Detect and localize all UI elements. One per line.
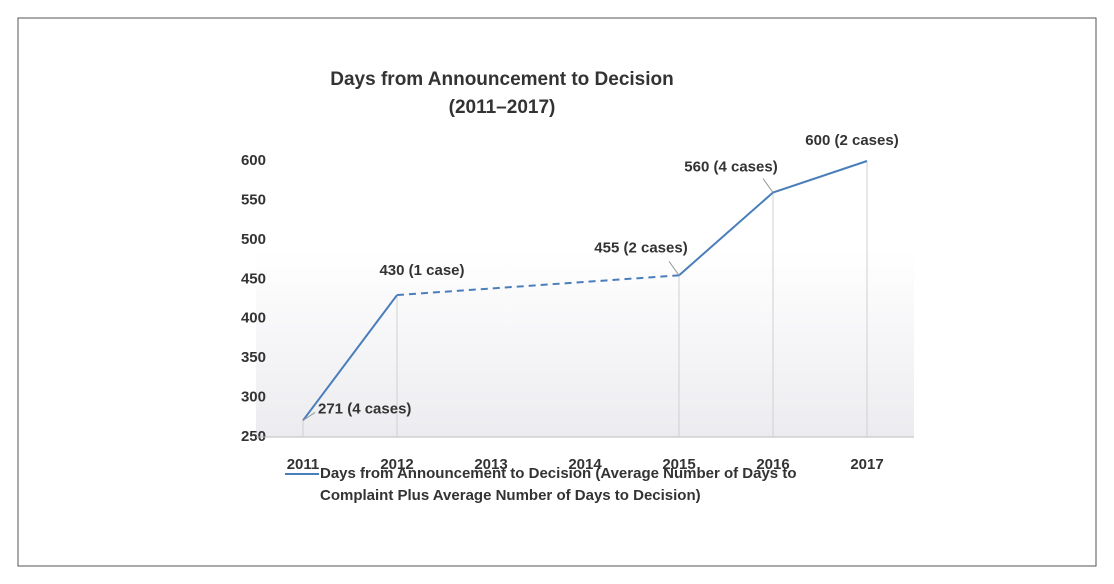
y-tick-label: 350 [241,349,266,366]
label-leader [302,412,316,421]
chart-title: Days from Announcement to Decision [330,69,673,90]
x-tick-label: 2017 [850,456,883,473]
chart-title: (2011–2017) [449,97,556,118]
label-leader [668,261,680,276]
data-label: 430 (1 case) [379,262,464,279]
data-label: 600 (2 cases) [805,132,898,149]
x-tick-label: 2012 [380,456,413,473]
y-tick-label: 400 [241,310,266,327]
y-tick-label: 550 [241,191,266,208]
y-tick-label: 450 [241,270,266,287]
x-tick-label: 2014 [568,456,602,473]
y-tick-label: 250 [241,428,266,445]
legend-text: Days from Announcement to Decision (Aver… [320,465,797,504]
data-label: 271 (4 cases) [318,400,411,417]
y-tick-label: 500 [241,231,266,248]
x-tick-label: 2016 [756,456,789,473]
data-label: 560 (4 cases) [684,159,777,176]
x-tick-label: 2011 [287,456,320,473]
line-series [302,160,868,422]
y-tick-label: 300 [241,389,266,406]
label-leader [762,178,774,193]
frame [17,17,1097,567]
x-tick-label: 2015 [662,456,695,473]
plot-background [256,250,914,437]
data-label: 455 (2 cases) [594,239,687,256]
x-tick-label: 2013 [474,456,507,473]
y-tick-label: 600 [241,152,266,169]
